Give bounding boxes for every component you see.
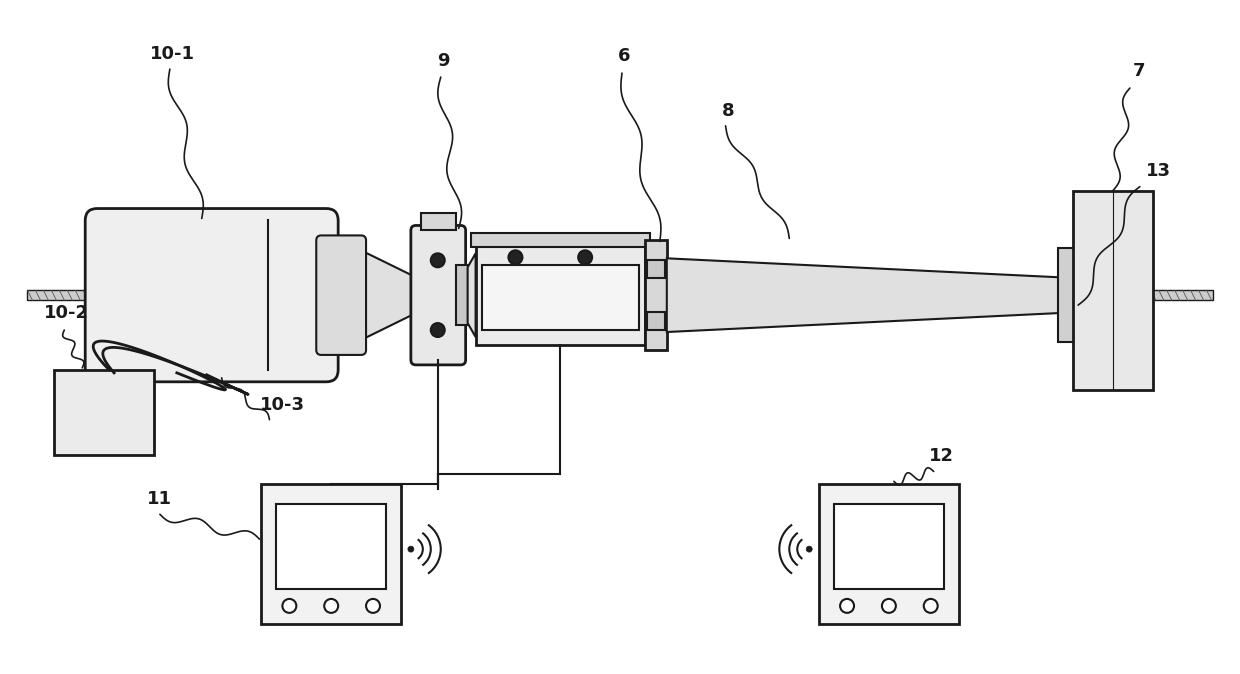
Bar	[647, 312, 665, 330]
Circle shape	[839, 599, 854, 613]
Circle shape	[366, 599, 379, 613]
Circle shape	[283, 599, 296, 613]
Text: 8: 8	[722, 102, 734, 120]
Text: 13: 13	[1146, 162, 1171, 180]
Circle shape	[508, 250, 522, 264]
Bar	[476, 245, 645, 345]
Bar	[1058, 248, 1076, 342]
Circle shape	[806, 546, 812, 552]
Circle shape	[430, 323, 445, 337]
Text: 9: 9	[436, 52, 449, 70]
Circle shape	[430, 253, 445, 268]
FancyBboxPatch shape	[410, 226, 466, 365]
Circle shape	[408, 546, 414, 552]
Text: 10-3: 10-3	[259, 396, 305, 414]
Bar	[835, 504, 944, 589]
Polygon shape	[361, 250, 415, 340]
FancyBboxPatch shape	[86, 208, 339, 381]
Bar	[645, 241, 667, 350]
Bar	[455, 266, 467, 325]
Bar	[471, 233, 650, 247]
Bar	[820, 485, 959, 624]
Bar	[27, 290, 1213, 300]
Text: 11: 11	[148, 490, 172, 508]
Polygon shape	[667, 258, 1058, 332]
Bar	[420, 212, 455, 231]
Text: 10-1: 10-1	[150, 45, 195, 63]
Text: 7: 7	[1133, 62, 1146, 80]
Text: 10-2: 10-2	[45, 304, 89, 322]
Bar	[262, 485, 401, 624]
Circle shape	[324, 599, 339, 613]
Bar	[1073, 191, 1153, 390]
Polygon shape	[467, 253, 476, 337]
Bar	[277, 504, 386, 589]
Bar	[413, 245, 423, 345]
Circle shape	[882, 599, 895, 613]
Circle shape	[924, 599, 937, 613]
Bar	[55, 370, 154, 454]
Bar	[647, 260, 665, 278]
Text: 6: 6	[618, 47, 630, 65]
Text: 12: 12	[929, 448, 954, 466]
FancyBboxPatch shape	[316, 235, 366, 355]
Circle shape	[578, 250, 593, 264]
Bar	[481, 266, 639, 330]
